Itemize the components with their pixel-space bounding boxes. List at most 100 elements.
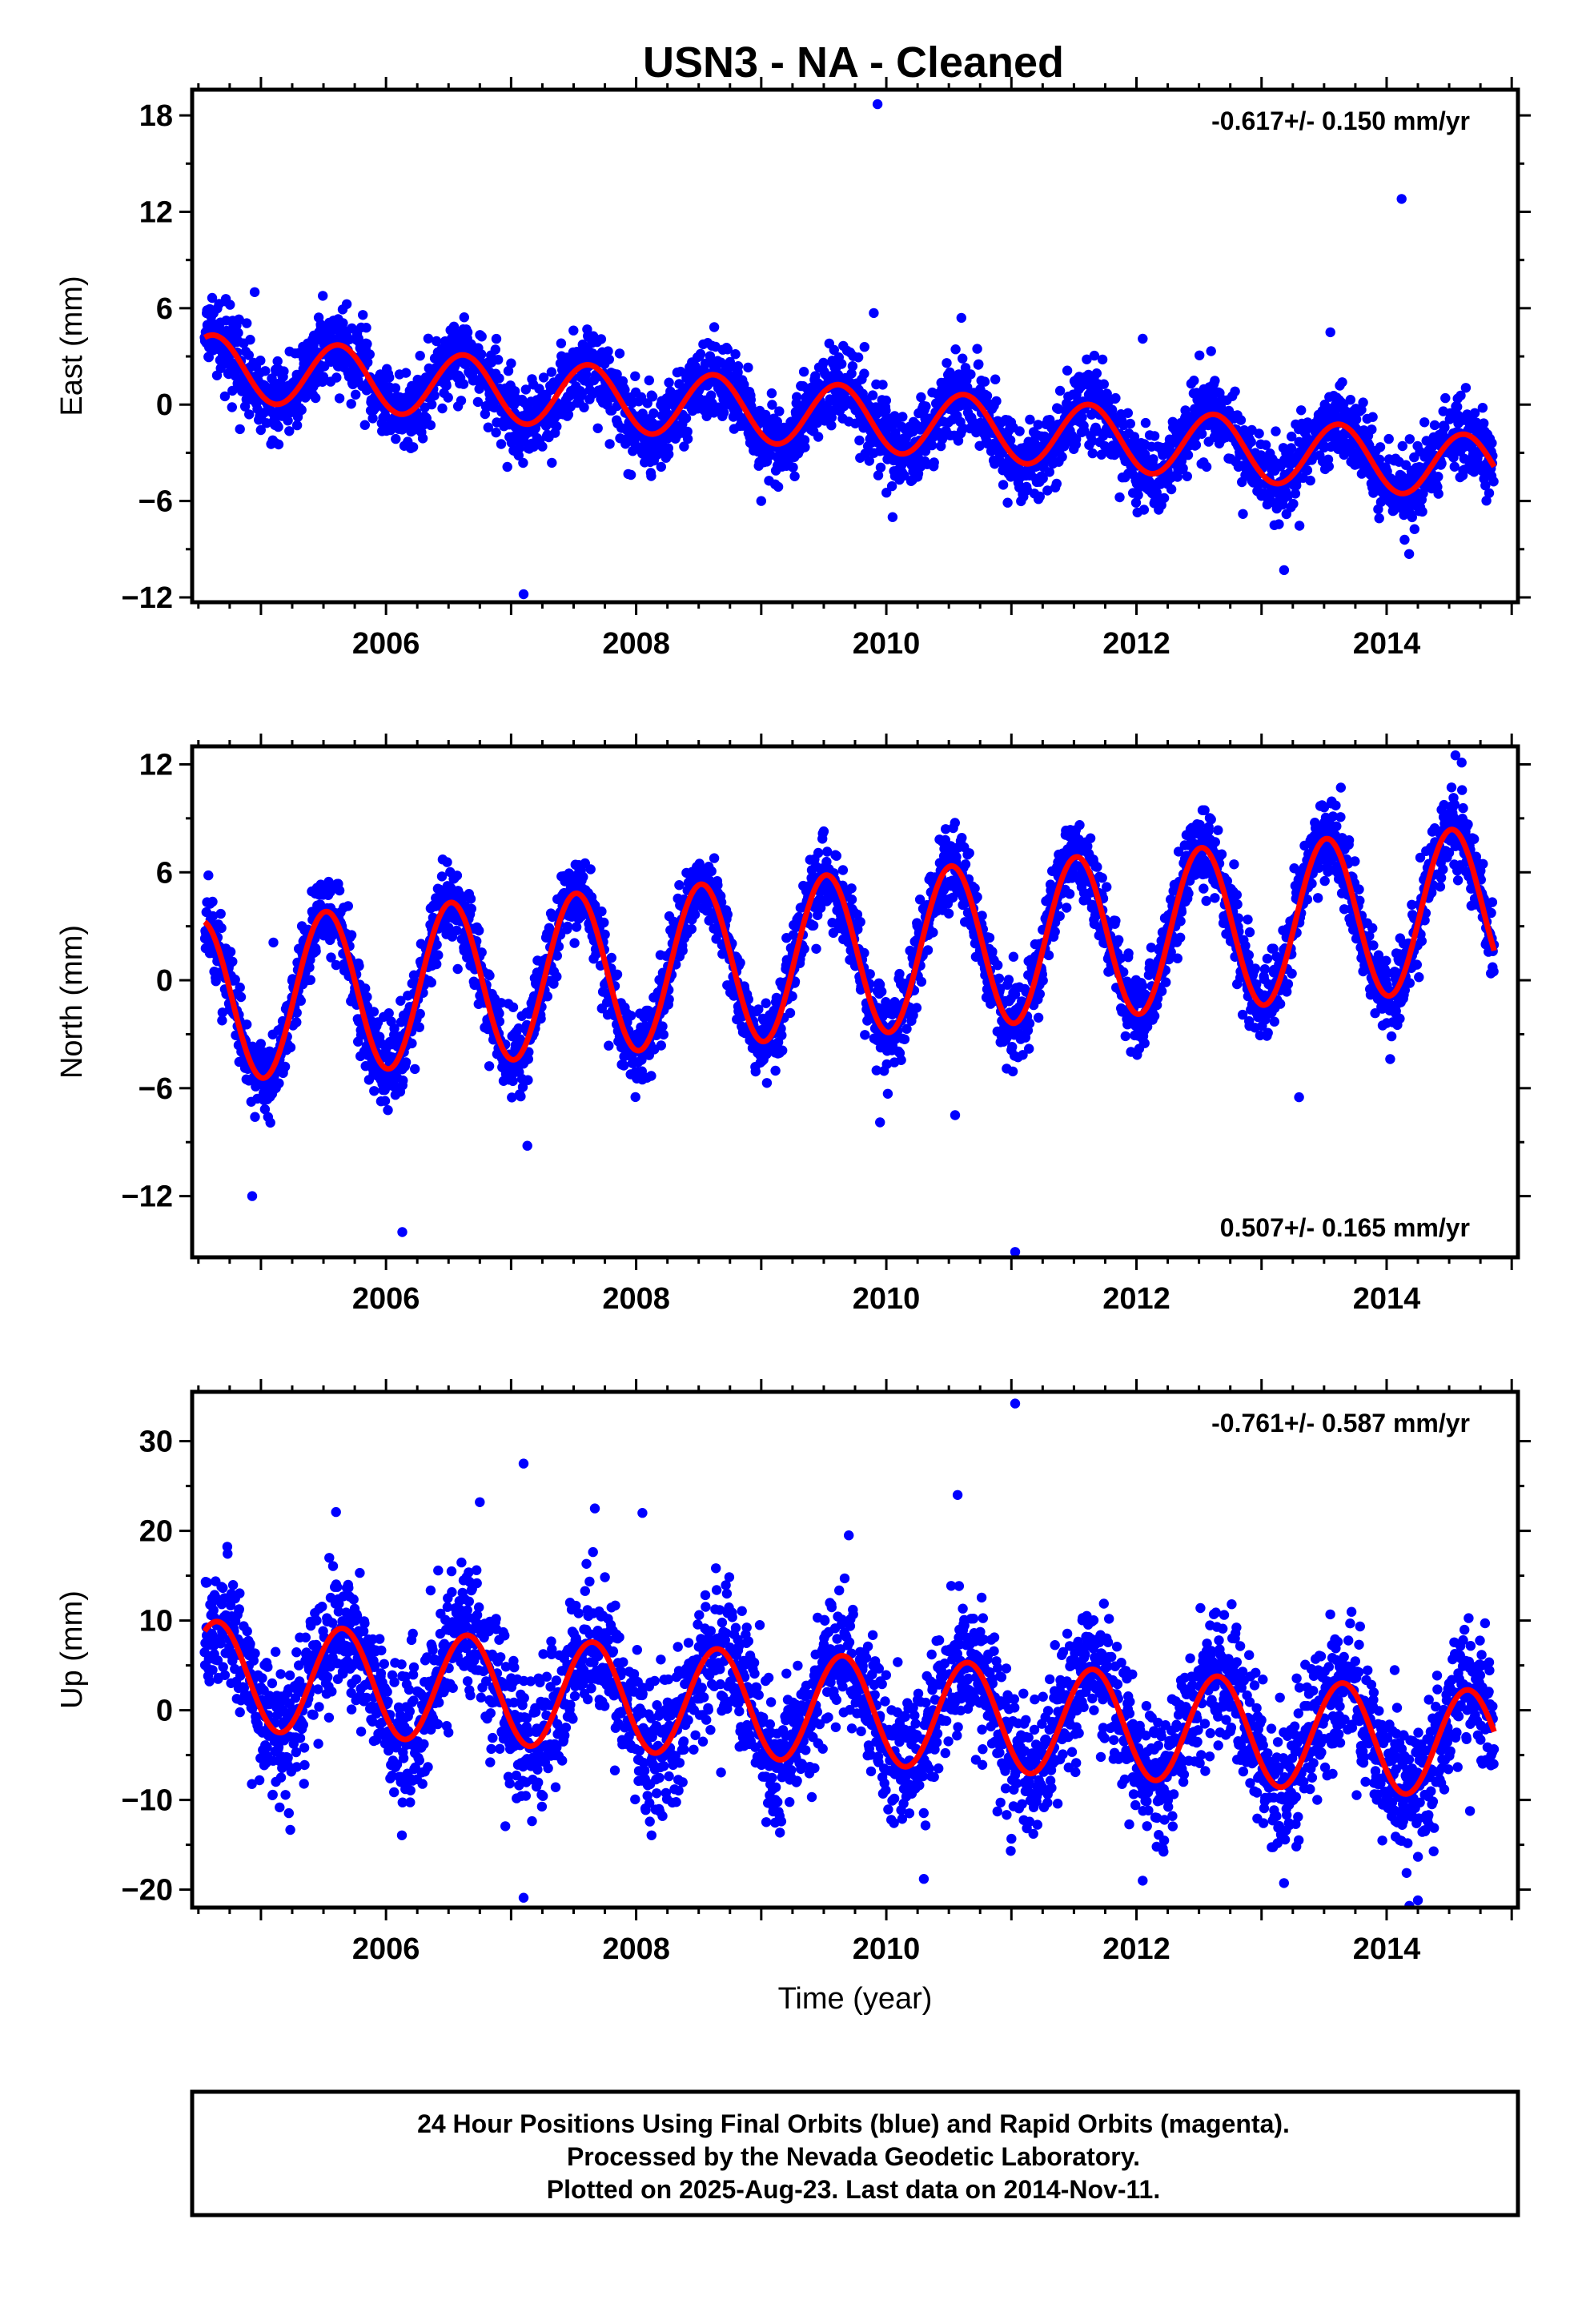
east-data-point: [921, 401, 931, 412]
east-data-point: [1238, 509, 1248, 519]
north-data-point: [442, 857, 452, 867]
east-data-point: [243, 350, 254, 360]
east-data-point: [361, 323, 371, 333]
east-data-point: [408, 442, 419, 452]
north-data-point: [706, 866, 717, 877]
east-outlier-point: [518, 589, 529, 600]
east-data-point: [1138, 505, 1150, 515]
east-data-point: [1140, 417, 1151, 428]
north-data-point: [295, 995, 306, 1006]
east-data-point: [1038, 473, 1048, 484]
north-data-point: [474, 925, 484, 936]
east-data-point: [1166, 484, 1177, 495]
east-data-point: [1436, 458, 1447, 468]
east-data-point: [774, 406, 785, 416]
east-data-point: [695, 348, 706, 360]
east-data-point: [1033, 420, 1043, 430]
east-data-point: [362, 339, 372, 349]
east-data-point: [1477, 403, 1488, 413]
east-data-point: [1206, 346, 1216, 356]
east-data-point: [630, 371, 640, 381]
east-data-point: [1235, 415, 1247, 425]
east-data-point: [415, 351, 425, 361]
east-data-point: [476, 332, 487, 342]
east-data-point: [722, 344, 733, 355]
east-data-point: [656, 461, 666, 472]
east-data-point: [1215, 402, 1227, 412]
east-data-point: [1274, 519, 1284, 529]
east-data-point: [682, 433, 693, 444]
east-data-point: [1460, 383, 1472, 393]
east-data-point: [272, 356, 283, 367]
east-data-point: [829, 344, 840, 356]
east-data-point: [1286, 443, 1297, 453]
east-data-point: [279, 366, 289, 376]
north-data-point: [235, 991, 247, 1003]
north-data-point: [656, 1040, 666, 1051]
east-data-point: [788, 462, 798, 472]
east-data-point: [506, 358, 516, 368]
east-data-point: [1271, 426, 1281, 436]
east-data-point: [592, 423, 603, 433]
north-data-point: [326, 952, 336, 963]
east-data-points: [199, 99, 1499, 600]
east-rate-label: -0.617+/- 0.150 mm/yr: [1211, 107, 1470, 135]
east-data-point: [1374, 454, 1385, 464]
y-tick-label: −6: [139, 485, 173, 519]
east-data-point: [547, 457, 557, 468]
east-data-point: [1106, 404, 1118, 415]
north-data-point: [230, 975, 240, 985]
east-data-point: [972, 344, 982, 354]
east-data-point: [614, 348, 625, 359]
east-data-point: [1054, 385, 1066, 396]
north-data-point: [777, 1045, 788, 1055]
east-data-point: [847, 361, 858, 372]
east-data-point: [920, 446, 931, 456]
east-data-point: [990, 374, 1001, 384]
x-tick-label: 2014: [1353, 627, 1421, 661]
east-data-point: [1189, 376, 1199, 386]
east-data-point: [1125, 418, 1136, 429]
east-data-point: [318, 372, 329, 382]
east-data-point: [982, 391, 993, 401]
east-data-point: [520, 384, 531, 395]
east-data-point: [1404, 434, 1415, 444]
east-outlier-point: [1403, 549, 1415, 559]
east-data-point: [338, 318, 348, 328]
north-data-point: [410, 1063, 420, 1075]
east-data-point: [390, 383, 401, 393]
east-data-point: [341, 299, 352, 309]
north-data-point: [466, 903, 476, 915]
east-data-point: [1290, 489, 1301, 499]
north-data-point: [433, 950, 444, 960]
east-data-point: [826, 420, 837, 431]
east-outlier-point: [1279, 565, 1290, 576]
east-data-point: [1057, 452, 1067, 462]
north-data-point: [664, 994, 674, 1005]
north-data-point: [291, 1007, 302, 1018]
east-data-point: [979, 376, 990, 387]
east-data-point: [1323, 461, 1335, 472]
north-data-point: [369, 1086, 379, 1096]
east-data-point: [733, 361, 744, 372]
east-data-point: [1130, 497, 1142, 508]
east-data-point: [1397, 440, 1408, 452]
north-data-point: [677, 945, 688, 956]
north-data-point: [569, 938, 580, 948]
east-data-point: [897, 412, 908, 422]
east-data-point: [1433, 472, 1443, 482]
east-data-point: [681, 413, 692, 424]
east-data-point: [730, 349, 741, 360]
north-data-points: [199, 750, 1500, 1257]
east-data-point: [489, 402, 500, 413]
north-data-point: [484, 1061, 495, 1072]
east-data-point: [234, 315, 244, 325]
east-data-point: [296, 404, 307, 416]
east-data-point: [1375, 442, 1386, 452]
east-data-point: [1087, 448, 1098, 459]
east-data-point: [456, 396, 467, 406]
y-tick-label: 12: [139, 195, 173, 229]
east-data-point: [837, 359, 847, 369]
east-data-point: [1042, 485, 1053, 496]
east-data-point: [1045, 415, 1055, 425]
